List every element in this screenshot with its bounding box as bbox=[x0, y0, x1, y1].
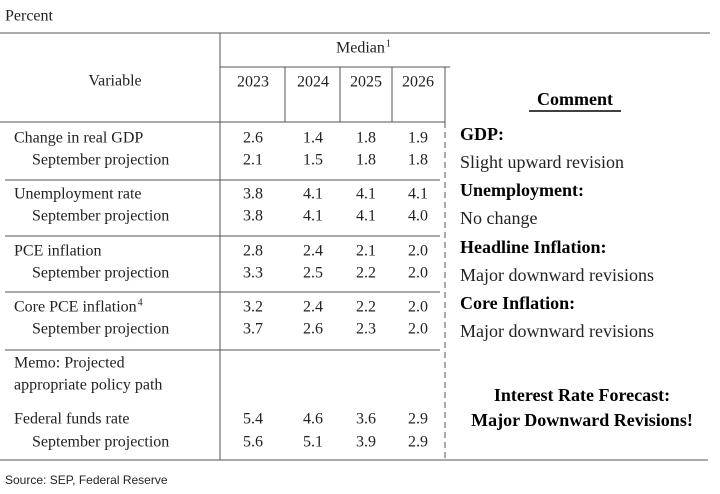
comment-header: Comment bbox=[537, 89, 613, 109]
value: 2.9 bbox=[408, 434, 428, 451]
row-label: Core PCE inflation bbox=[14, 299, 137, 316]
comment: Major Downward Revisions! bbox=[471, 410, 693, 430]
memo-heading: Memo: Projected bbox=[14, 355, 125, 372]
memo-heading: appropriate policy path bbox=[14, 377, 162, 394]
comment: No change bbox=[460, 208, 537, 228]
value: 2.3 bbox=[356, 321, 376, 338]
source: Source: SEP, Federal Reserve bbox=[5, 473, 168, 487]
value: 2.2 bbox=[356, 299, 376, 316]
value: 2.1 bbox=[356, 243, 376, 260]
value: 2.0 bbox=[408, 299, 428, 316]
value: 2.0 bbox=[408, 243, 428, 260]
value: 1.9 bbox=[408, 130, 428, 147]
value: 4.0 bbox=[408, 208, 428, 225]
comment-title: GDP: bbox=[460, 124, 504, 144]
value: 5.1 bbox=[303, 434, 323, 451]
value: 2.0 bbox=[408, 321, 428, 338]
value: 4.1 bbox=[303, 186, 323, 203]
sub-label: September projection bbox=[32, 265, 169, 282]
value: 2.2 bbox=[356, 265, 376, 282]
value: 1.8 bbox=[408, 152, 428, 169]
year: 2025 bbox=[350, 74, 382, 91]
comment: Major downward revisions bbox=[460, 321, 654, 341]
value: 4.1 bbox=[356, 186, 376, 203]
comment-title: Headline Inflation: bbox=[460, 237, 607, 257]
row-label: Unemployment rate bbox=[14, 186, 142, 203]
value: 5.6 bbox=[243, 434, 263, 451]
comment-title: Core Inflation: bbox=[460, 293, 575, 313]
value: 3.8 bbox=[243, 208, 263, 225]
sub-label: September projection bbox=[32, 434, 169, 451]
header-variable: Variable bbox=[88, 73, 141, 90]
value: 2.4 bbox=[303, 299, 323, 316]
row-label: Change in real GDP bbox=[14, 130, 143, 147]
value: 2.0 bbox=[408, 265, 428, 282]
value: 2.1 bbox=[243, 152, 263, 169]
value: 4.1 bbox=[303, 208, 323, 225]
sub-label: September projection bbox=[32, 152, 169, 169]
comment: Major downward revisions bbox=[460, 265, 654, 285]
value: 4.6 bbox=[303, 411, 323, 428]
value: 2.5 bbox=[303, 265, 323, 282]
value: 3.2 bbox=[243, 299, 263, 316]
comment: Slight upward revision bbox=[460, 152, 624, 172]
row-label: PCE inflation bbox=[14, 243, 102, 260]
value: 3.3 bbox=[243, 265, 263, 282]
value: 1.8 bbox=[356, 130, 376, 147]
value: 1.5 bbox=[303, 152, 323, 169]
value: 2.4 bbox=[303, 243, 323, 260]
value: 2.6 bbox=[303, 321, 323, 338]
value: 3.7 bbox=[243, 321, 263, 338]
value: 3.8 bbox=[243, 186, 263, 203]
comment-title: Interest Rate Forecast: bbox=[494, 385, 670, 405]
comment-title: Unemployment: bbox=[460, 180, 584, 200]
sub-label: September projection bbox=[32, 321, 169, 338]
footnote-mark: 4 bbox=[138, 297, 143, 308]
sub-label: September projection bbox=[32, 208, 169, 225]
value: 3.9 bbox=[356, 434, 376, 451]
value: 2.8 bbox=[243, 243, 263, 260]
header-median: Median bbox=[336, 40, 385, 57]
year: 2024 bbox=[297, 74, 329, 91]
footnote-mark: 1 bbox=[386, 38, 391, 49]
year: 2026 bbox=[402, 74, 434, 91]
value: 4.1 bbox=[356, 208, 376, 225]
unit: Percent bbox=[5, 8, 54, 25]
value: 3.6 bbox=[356, 411, 376, 428]
value: 2.9 bbox=[408, 411, 428, 428]
value: 2.6 bbox=[243, 130, 263, 147]
value: 1.4 bbox=[303, 130, 323, 147]
year: 2023 bbox=[237, 74, 269, 91]
value: 1.8 bbox=[356, 152, 376, 169]
row-label: Federal funds rate bbox=[14, 411, 130, 428]
value: 5.4 bbox=[243, 411, 263, 428]
value: 4.1 bbox=[408, 186, 428, 203]
